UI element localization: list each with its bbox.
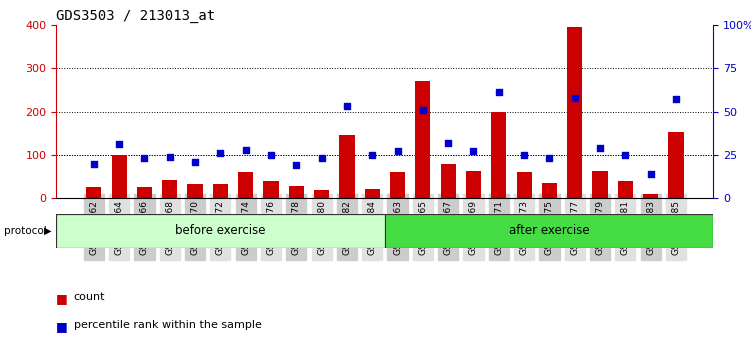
Point: [214, 150, 226, 156]
Point: [644, 171, 656, 177]
Point: [113, 142, 125, 147]
Point: [189, 159, 201, 165]
Text: before exercise: before exercise: [175, 224, 266, 238]
Bar: [491, 112, 506, 198]
Bar: [238, 172, 253, 198]
Text: count: count: [74, 292, 105, 302]
Point: [620, 152, 632, 158]
Bar: [365, 189, 380, 198]
Point: [391, 149, 403, 154]
Text: percentile rank within the sample: percentile rank within the sample: [74, 320, 261, 330]
Text: ▶: ▶: [44, 226, 51, 236]
Bar: [288, 186, 304, 198]
Bar: [517, 172, 532, 198]
Bar: [385, 214, 713, 248]
Text: ■: ■: [56, 320, 68, 333]
Bar: [466, 171, 481, 198]
Bar: [390, 172, 405, 198]
Bar: [264, 181, 279, 198]
Bar: [162, 180, 177, 198]
Bar: [643, 194, 659, 198]
Bar: [213, 184, 228, 198]
Bar: [86, 187, 101, 198]
Point: [467, 149, 479, 154]
Bar: [415, 81, 430, 198]
Point: [341, 103, 353, 109]
Bar: [541, 183, 557, 198]
Point: [164, 154, 176, 159]
Bar: [339, 135, 354, 198]
Point: [240, 147, 252, 153]
Point: [493, 90, 505, 95]
Point: [670, 97, 682, 102]
Text: protocol: protocol: [4, 226, 47, 236]
Text: after exercise: after exercise: [509, 224, 590, 238]
Point: [315, 155, 327, 161]
Point: [518, 152, 530, 158]
Point: [265, 152, 277, 158]
Bar: [567, 27, 582, 198]
Point: [88, 161, 100, 166]
Text: GDS3503 / 213013_at: GDS3503 / 213013_at: [56, 9, 216, 23]
Text: ■: ■: [56, 292, 68, 305]
Point: [366, 152, 379, 158]
Bar: [137, 187, 152, 198]
Point: [291, 162, 303, 168]
Bar: [188, 184, 203, 198]
Bar: [314, 190, 329, 198]
Point: [417, 107, 429, 113]
Point: [544, 155, 556, 161]
Bar: [441, 164, 456, 198]
Bar: [593, 171, 608, 198]
Bar: [618, 181, 633, 198]
Bar: [56, 214, 385, 248]
Point: [569, 95, 581, 101]
Point: [594, 145, 606, 151]
Point: [138, 155, 150, 161]
Bar: [668, 132, 683, 198]
Bar: [111, 155, 127, 198]
Point: [442, 140, 454, 145]
